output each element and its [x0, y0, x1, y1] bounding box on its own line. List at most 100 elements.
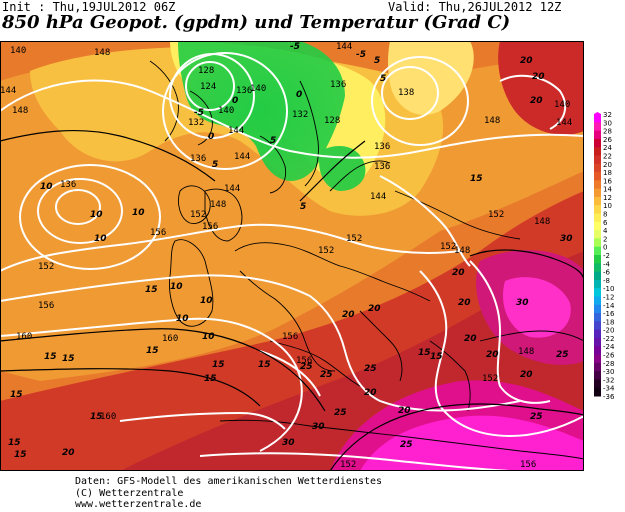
- temp-label: 25: [364, 364, 377, 374]
- colorbar-swatch: [594, 337, 601, 347]
- temp-label: 25: [556, 350, 569, 360]
- colorbar-swatch: [594, 138, 601, 148]
- temp-label: 20: [452, 268, 465, 278]
- temp-label: 15: [10, 390, 23, 400]
- colorbar-tick-label: -20: [603, 327, 614, 335]
- low-center-ne: [381, 66, 439, 120]
- geopot-label: 140: [250, 84, 266, 94]
- geopot-label: 128: [198, 66, 214, 76]
- temp-label: 20: [458, 298, 471, 308]
- colorbar-swatch: [594, 238, 601, 248]
- temp-label: 10: [132, 208, 145, 218]
- contour-156-south: [259, 350, 321, 397]
- colorbar-swatch: [594, 379, 601, 389]
- temp-label: 20: [342, 310, 355, 320]
- temp-label: 30: [312, 422, 325, 432]
- geopot-label: 144: [556, 118, 572, 128]
- colorbar-swatch: [594, 205, 601, 215]
- temp-zone-ne: [388, 41, 474, 115]
- low-ring-north-3: [162, 52, 288, 170]
- geopot-label: 140: [10, 46, 26, 56]
- temp-label: 15: [430, 352, 443, 362]
- contour-152: [0, 223, 461, 272]
- colorbar-tick-label: -8: [603, 277, 610, 285]
- colorbar-tick-label: -36: [603, 393, 615, 401]
- temp-label: 20: [398, 406, 411, 416]
- temp-label: 5: [212, 160, 218, 170]
- temp-label: 20: [368, 304, 381, 314]
- colorbar-swatch: [594, 329, 601, 339]
- colorbar-tick-label: 26: [603, 136, 612, 144]
- weather-map: 140 148 144 148 128 124 132 136 140 144 …: [0, 41, 584, 471]
- temp-label: 0: [232, 96, 238, 106]
- temp-label: 25: [530, 412, 543, 422]
- geopot-label: 132: [188, 118, 204, 128]
- colorbar-swatch: [594, 387, 601, 397]
- temp-label: 10: [94, 234, 107, 244]
- hot-blob-east-core: [502, 277, 571, 338]
- colorbar-swatch: [594, 371, 601, 380]
- colorbar-tick-label: -26: [603, 352, 615, 360]
- geopot-label: 140: [554, 100, 570, 110]
- geopot-label: 148: [518, 347, 534, 357]
- geopot-label: 148: [12, 106, 28, 116]
- footer-credits: Daten: GFS-Modell des amerikanischen Wet…: [75, 476, 382, 511]
- colorbar-tick-label: -12: [603, 293, 614, 301]
- colorbar-swatch: [594, 296, 601, 306]
- temperature-labels: -5 0 0 -5 -5 0 5 5 5 5 5 10 10 10 10 10 …: [8, 42, 573, 460]
- geopot-label: 156: [150, 228, 166, 238]
- geopot-label: 144: [336, 42, 352, 52]
- geopot-label: 144: [370, 192, 386, 202]
- contour-south-edge: [199, 452, 511, 471]
- geopot-label: 152: [190, 210, 206, 220]
- colorbar-tick-label: -30: [603, 368, 614, 376]
- temp-label: 25: [320, 370, 333, 380]
- low-ring-west-3: [19, 164, 161, 270]
- geopot-label: 160: [162, 334, 178, 344]
- map-title: 850 hPa Geopot. (gpdm) und Temperatur (G…: [2, 12, 511, 33]
- colorbar-swatch: [594, 180, 601, 190]
- temp-label: 10: [202, 332, 215, 342]
- contour-160: [0, 317, 303, 452]
- temp-label: 30: [516, 298, 529, 308]
- temp-label: 25: [400, 440, 413, 450]
- temp-label: 15: [204, 374, 217, 384]
- geopot-label: 160: [100, 412, 116, 422]
- geopot-label: 152: [488, 210, 504, 220]
- colorbar-swatch: [594, 114, 601, 123]
- temp-label: 15: [90, 412, 103, 422]
- contour-ne-small: [499, 74, 567, 130]
- colorbar-top-arrow: [594, 112, 601, 114]
- geopotential-labels: 140 148 144 148 128 124 132 136 140 144 …: [0, 42, 572, 470]
- contour-144-east: [379, 175, 471, 267]
- geopot-label: 152: [482, 374, 498, 384]
- colorbar-tick-label: -10: [603, 285, 614, 293]
- colorbar-tick-label: 30: [603, 119, 612, 127]
- temp-label: 20: [62, 448, 75, 458]
- temp-label: 20: [486, 350, 499, 360]
- geopot-label: 128: [324, 116, 340, 126]
- hot-blob-sw-core: [360, 415, 584, 471]
- contour-148-east: [469, 260, 551, 404]
- geopotential-contours: [0, 52, 584, 471]
- geopot-label: 136: [330, 80, 346, 90]
- temp-label: 15: [212, 360, 225, 370]
- geopot-label: 148: [484, 116, 500, 126]
- geopot-label: 144: [224, 184, 240, 194]
- colorbar-tick-label: -18: [603, 318, 614, 326]
- footer-url[interactable]: www.wetterzentrale.de: [75, 499, 202, 510]
- colorbar-swatch: [594, 213, 601, 223]
- geopot-label: 136: [374, 142, 390, 152]
- geopot-label: 152: [346, 234, 362, 244]
- temp-label: 15: [44, 352, 57, 362]
- low-ring-ne-2: [371, 56, 469, 146]
- temp-label: 15: [62, 354, 75, 364]
- colorbar-swatch: [594, 346, 601, 356]
- temp-label: 0: [208, 132, 214, 142]
- geopot-label: 148: [454, 246, 470, 256]
- colorbar-tick-label: -32: [603, 376, 614, 384]
- map-frame: [0, 41, 584, 471]
- colorbar-swatch: [594, 122, 601, 132]
- geopot-label: 148: [210, 200, 226, 210]
- temp-label: 20: [520, 370, 533, 380]
